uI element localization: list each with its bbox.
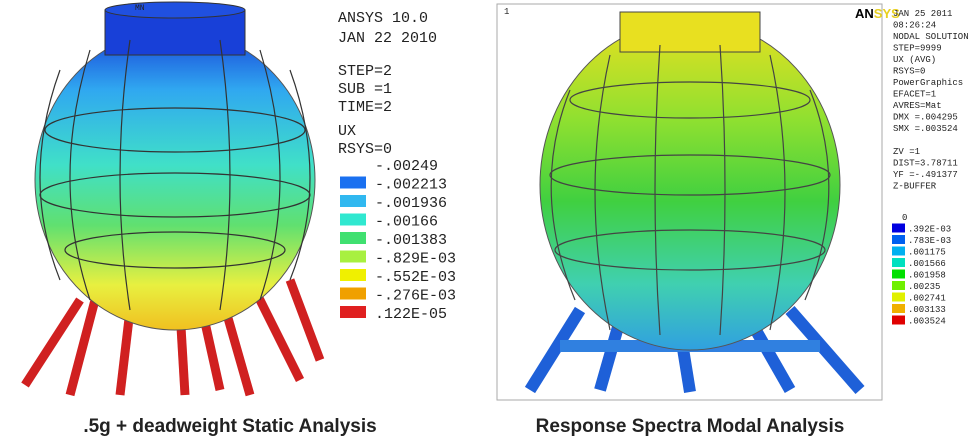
info-line: JAN 25 2011 xyxy=(893,9,952,19)
info-line: UX xyxy=(338,123,356,140)
left-render: MN xyxy=(25,2,320,395)
info-line: ZV =1 xyxy=(893,147,920,157)
right-top xyxy=(620,12,760,52)
info-line: Z-BUFFER xyxy=(893,182,937,192)
info-line: SMX =.003524 xyxy=(893,124,958,134)
legend-swatch xyxy=(892,270,905,279)
info-line: DIST=3.78711 xyxy=(893,159,958,169)
legend-label: .392E-03 xyxy=(908,225,951,235)
left-caption: .5g + deadweight Static Analysis xyxy=(83,416,376,437)
info-line: RSYS=0 xyxy=(893,67,925,77)
legend-label: -.00166 xyxy=(375,214,438,231)
figure: MN ANSYS 10.0 JAN 22 2010 STEP=2SUB =1TIME… xyxy=(0,0,968,448)
body: MN ANSYS 10.0 JAN 22 2010 STEP=2SUB =1TIME… xyxy=(0,0,968,448)
legend-label: .001175 xyxy=(908,248,946,258)
info-line: STEP=2 xyxy=(338,63,392,80)
legend-label: .003133 xyxy=(908,305,946,315)
right-caption: Response Spectra Modal Analysis xyxy=(536,416,845,437)
info-line: STEP=9999 xyxy=(893,44,942,54)
legend-label: .00235 xyxy=(908,282,940,292)
legend-label: -.001383 xyxy=(375,232,447,249)
legend-label: -.001936 xyxy=(375,195,447,212)
legend-swatch xyxy=(892,304,905,313)
legend-swatch xyxy=(892,281,905,290)
right-vessel xyxy=(540,20,840,350)
legend-label: -.00249 xyxy=(375,158,438,175)
legend-label: .783E-03 xyxy=(908,236,951,246)
legend-swatch xyxy=(892,224,905,233)
corner-number: 1 xyxy=(504,7,509,17)
legend-label: -.829E-03 xyxy=(375,251,456,268)
legend-swatch xyxy=(892,235,905,244)
legend-swatch xyxy=(340,306,366,318)
legend-swatch xyxy=(340,288,366,300)
info-line: DMX =.004295 xyxy=(893,113,958,123)
legend-swatch xyxy=(340,177,366,189)
legend-label: -.276E-03 xyxy=(375,288,456,305)
legend-swatch xyxy=(340,195,366,207)
legend-swatch xyxy=(892,316,905,325)
legend-label: -.002213 xyxy=(375,177,447,194)
legend-swatch xyxy=(340,232,366,244)
legend-label: .122E-05 xyxy=(375,306,447,323)
info-line: YF =-.491377 xyxy=(893,170,958,180)
legend-swatch xyxy=(340,269,366,281)
marker-label: MN xyxy=(135,4,145,13)
info-line: UX (AVG) xyxy=(893,55,936,65)
legend-label: -.552E-03 xyxy=(375,269,456,286)
info-line: PowerGraphics xyxy=(893,78,963,88)
legend-swatch xyxy=(340,214,366,226)
info-line: RSYS=0 xyxy=(338,141,392,158)
header-line: ANSYS 10.0 xyxy=(338,10,428,27)
legend-swatch xyxy=(892,293,905,302)
legend-swatch xyxy=(892,258,905,267)
legend-label: 0 xyxy=(902,213,907,223)
info-line: TIME=2 xyxy=(338,99,392,116)
logo-an: AN xyxy=(855,6,874,21)
legend-label: .002741 xyxy=(908,294,946,304)
legend-swatch xyxy=(892,247,905,256)
info-line: 08:26:24 xyxy=(893,21,936,31)
info-line: SUB =1 xyxy=(338,81,392,98)
legend-label: .001958 xyxy=(908,271,946,281)
header-line: JAN 22 2010 xyxy=(338,30,437,47)
legend-label: .001566 xyxy=(908,259,946,269)
info-line: AVRES=Mat xyxy=(893,101,942,111)
legend-label: .003524 xyxy=(908,317,946,327)
legend-swatch xyxy=(340,251,366,263)
page: {"left_panel": { "marker": "MN", "header… xyxy=(0,0,968,448)
info-line: EFACET=1 xyxy=(893,90,936,100)
info-line: NODAL SOLUTION xyxy=(893,32,968,42)
left-top-lid xyxy=(105,2,245,18)
